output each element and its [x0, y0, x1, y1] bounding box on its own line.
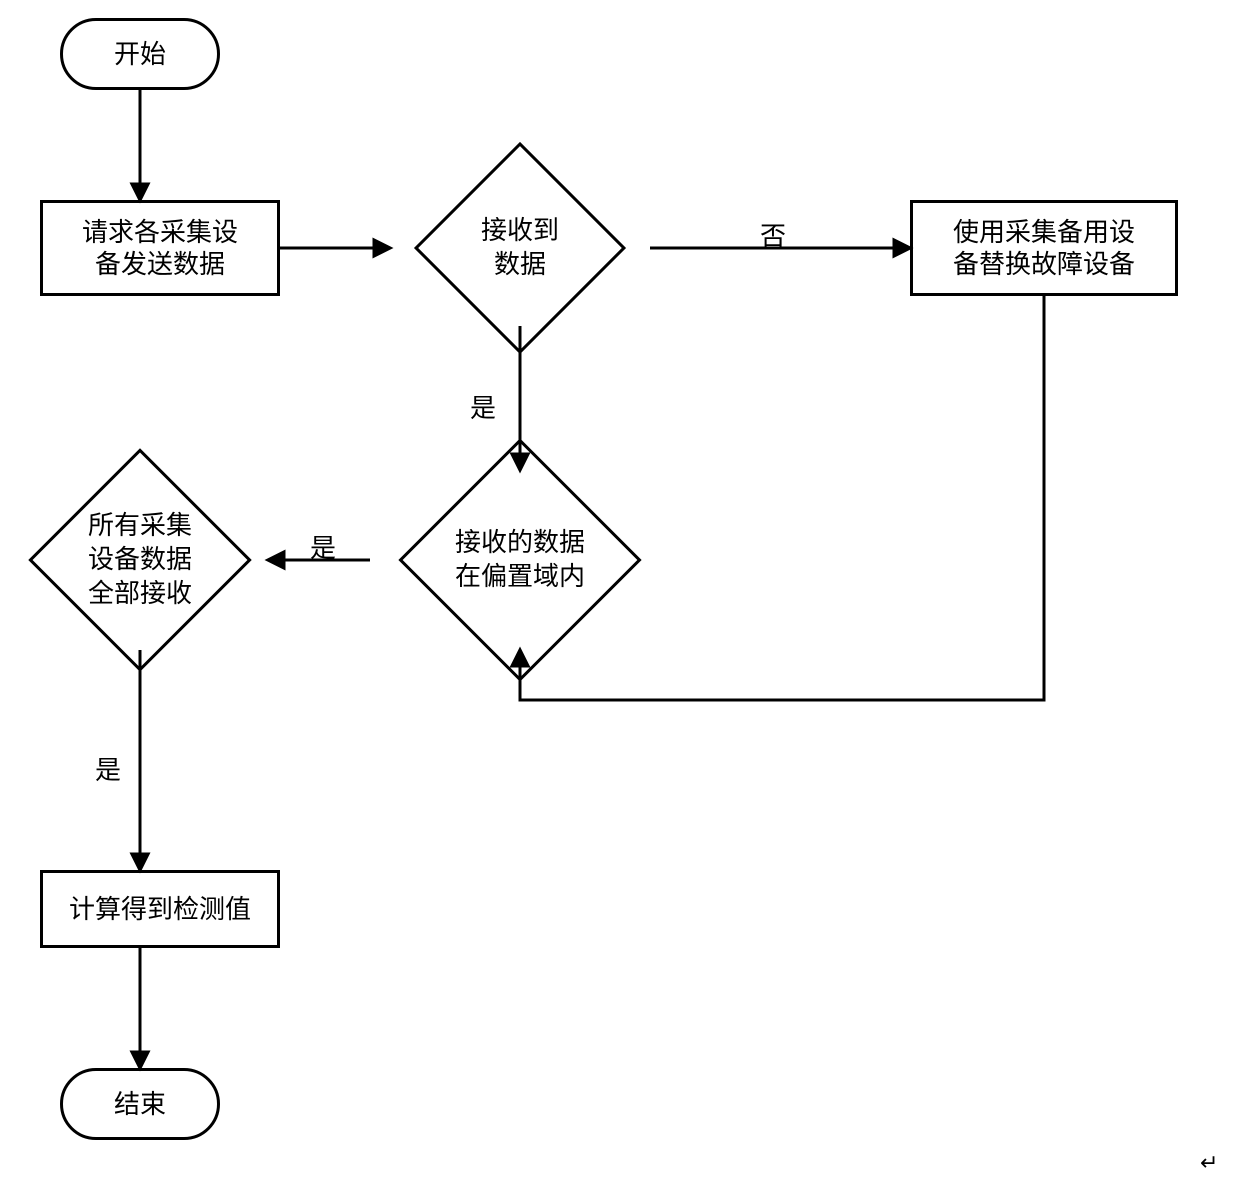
received-label: 接收到 数据 [481, 214, 559, 282]
replace-label: 使用采集备用设 备替换故障设备 [953, 216, 1135, 281]
replace-node: 使用采集备用设 备替换故障设备 [910, 200, 1178, 296]
start-node: 开始 [60, 18, 220, 90]
calc-node: 计算得到检测值 [40, 870, 280, 948]
allrecv-label: 所有采集 设备数据 全部接收 [88, 509, 192, 610]
edge-label-yes-2: 是 [310, 528, 336, 565]
request-label: 请求各采集设 备发送数据 [82, 216, 238, 281]
inbias-label: 接收的数据 在偏置域内 [455, 526, 585, 594]
end-node: 结束 [60, 1068, 220, 1140]
received-node: 接收到 数据 [390, 170, 650, 326]
edge-label-yes-1: 是 [470, 388, 496, 425]
end-label: 结束 [114, 1088, 166, 1121]
edge-label-yes-3: 是 [95, 750, 121, 787]
flowchart-canvas: 开始 请求各采集设 备发送数据 接收到 数据 使用采集备用设 备替换故障设备 接… [0, 0, 1240, 1188]
request-node: 请求各采集设 备发送数据 [40, 200, 280, 296]
inbias-node: 接收的数据 在偏置域内 [370, 470, 670, 650]
edge-label-no: 否 [760, 216, 786, 253]
calc-label: 计算得到检测值 [69, 893, 251, 926]
allrecv-node: 所有采集 设备数据 全部接收 [12, 470, 268, 650]
start-label: 开始 [114, 38, 166, 71]
footnote-symbol: ↵ [1200, 1150, 1218, 1176]
